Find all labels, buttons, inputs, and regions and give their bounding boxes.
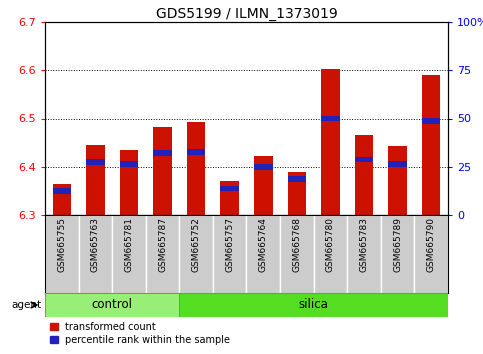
- Text: GSM665787: GSM665787: [158, 217, 167, 272]
- Bar: [422, 118, 440, 124]
- Bar: [254, 164, 272, 170]
- Bar: [254, 156, 272, 215]
- Text: GSM665763: GSM665763: [91, 217, 100, 272]
- FancyBboxPatch shape: [280, 215, 313, 293]
- Text: GSM665780: GSM665780: [326, 217, 335, 272]
- Bar: [86, 159, 105, 165]
- Bar: [388, 161, 407, 167]
- Bar: [288, 176, 306, 182]
- Bar: [153, 150, 172, 156]
- Text: GSM665752: GSM665752: [192, 217, 200, 272]
- FancyBboxPatch shape: [414, 215, 448, 293]
- Text: GSM665790: GSM665790: [426, 217, 436, 272]
- FancyBboxPatch shape: [45, 215, 79, 293]
- Text: GSM665757: GSM665757: [225, 217, 234, 272]
- Bar: [120, 150, 138, 215]
- FancyBboxPatch shape: [45, 293, 179, 317]
- Bar: [321, 116, 340, 121]
- Bar: [220, 185, 239, 192]
- FancyBboxPatch shape: [146, 215, 179, 293]
- Bar: [220, 181, 239, 215]
- Bar: [187, 122, 205, 215]
- Text: silica: silica: [298, 298, 328, 312]
- Legend: transformed count, percentile rank within the sample: transformed count, percentile rank withi…: [50, 322, 230, 345]
- Bar: [422, 75, 440, 215]
- FancyBboxPatch shape: [179, 215, 213, 293]
- FancyBboxPatch shape: [381, 215, 414, 293]
- Text: GSM665783: GSM665783: [359, 217, 369, 272]
- Bar: [153, 127, 172, 215]
- FancyBboxPatch shape: [179, 293, 448, 317]
- FancyBboxPatch shape: [246, 215, 280, 293]
- Title: GDS5199 / ILMN_1373019: GDS5199 / ILMN_1373019: [156, 7, 337, 21]
- Bar: [321, 69, 340, 215]
- Text: control: control: [92, 298, 133, 312]
- Bar: [53, 184, 71, 215]
- FancyBboxPatch shape: [79, 215, 112, 293]
- Bar: [288, 172, 306, 215]
- FancyBboxPatch shape: [213, 215, 246, 293]
- Text: GSM665755: GSM665755: [57, 217, 66, 272]
- Bar: [86, 145, 105, 215]
- Bar: [355, 156, 373, 162]
- FancyBboxPatch shape: [313, 215, 347, 293]
- FancyBboxPatch shape: [347, 215, 381, 293]
- Bar: [53, 188, 71, 194]
- Text: GSM665781: GSM665781: [125, 217, 133, 272]
- Text: GSM665789: GSM665789: [393, 217, 402, 272]
- Text: agent: agent: [11, 300, 42, 310]
- Bar: [355, 135, 373, 215]
- Bar: [187, 149, 205, 155]
- FancyBboxPatch shape: [112, 215, 146, 293]
- Bar: [120, 161, 138, 167]
- Bar: [388, 147, 407, 215]
- Text: GSM665768: GSM665768: [292, 217, 301, 272]
- Text: GSM665764: GSM665764: [259, 217, 268, 272]
